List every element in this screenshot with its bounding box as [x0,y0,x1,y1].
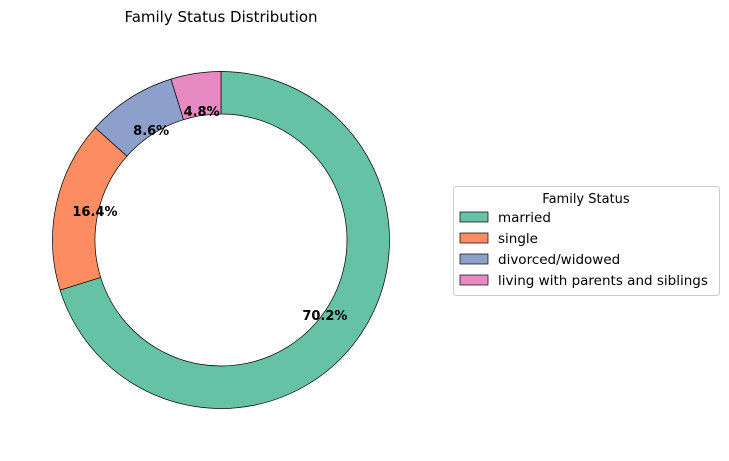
donut-slices [52,71,390,409]
legend-swatch-married [459,211,489,223]
slice-labels: 70.2% 16.4% 8.6% 4.8% [72,105,347,324]
slice-label-single: 16.4% [72,205,117,220]
slice-label-married: 70.2% [302,309,347,324]
legend-title: Family Status [542,192,630,207]
legend-swatch-living-with-parents-and-siblings [459,274,489,286]
legend: Family Status married single divorced/wido… [453,186,720,296]
legend-label-married: married [498,210,551,226]
legend-label-living-with-parents-and-siblings: living with parents and siblings [498,273,708,289]
slice-label-divorced-widowed: 8.6% [133,124,169,139]
legend-label-single: single [498,231,538,247]
slice-married [59,71,390,409]
slice-living-with-parents-and-siblings [170,71,222,121]
legend-label-divorced-widowed: divorced/widowed [498,252,620,268]
legend-swatch-single [459,232,489,244]
legend-frame [453,186,720,296]
legend-swatch-divorced-widowed [459,253,489,265]
slice-label-living-with-parents-and-siblings: 4.8% [184,105,220,120]
chart-title: Family Status Distribution [124,8,317,26]
